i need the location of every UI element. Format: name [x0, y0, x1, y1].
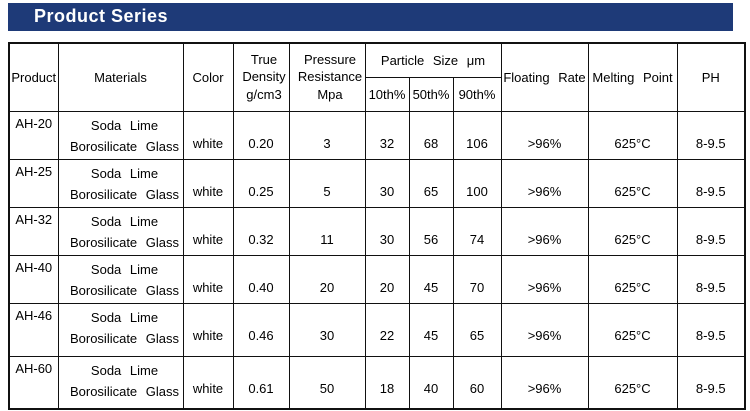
cell-floating-rate: >96%	[500, 206, 589, 256]
cell-color: white	[182, 206, 234, 256]
header-floating-rate: Floating Rate	[500, 42, 589, 112]
cell-particle-10th: 18	[364, 355, 410, 410]
header-row-sub: 10th% 50th% 90th%	[9, 76, 745, 112]
cell-ph: 8-9.5	[676, 206, 746, 256]
cell-pressure-resistance: 20	[288, 254, 366, 304]
cell-particle-10th: 30	[364, 158, 410, 208]
cell-true-density: 0.32	[232, 206, 290, 256]
cell-materials: Soda Lime Borosilicate Glass	[57, 254, 184, 304]
cell-pressure-resistance: 5	[288, 158, 366, 208]
cell-true-density: 0.40	[232, 254, 290, 304]
section-banner: Product Series	[8, 3, 733, 31]
header-row-top: Product Materials Color True Density g/c…	[8, 42, 746, 112]
cell-ph: 8-9.5	[676, 302, 746, 357]
cell-melting-point: 625°C	[587, 110, 678, 160]
table-row: AH-46 Soda Lime Borosilicate Glass white…	[8, 302, 746, 357]
cell-pressure-resistance: 50	[288, 355, 366, 410]
cell-true-density: 0.46	[232, 302, 290, 357]
cell-product: AH-32	[8, 206, 59, 256]
cell-floating-rate: >96%	[500, 302, 589, 357]
cell-particle-10th: 30	[364, 206, 410, 256]
cell-melting-point: 625°C	[587, 355, 678, 410]
cell-materials: Soda Lime Borosilicate Glass	[57, 110, 184, 160]
header-pressure-resistance: Pressure Resistance Mpa	[288, 42, 366, 112]
cell-pressure-resistance: 30	[288, 302, 366, 357]
table-row: AH-40 Soda Lime Borosilicate Glass white…	[8, 254, 746, 304]
cell-materials: Soda Lime Borosilicate Glass	[57, 158, 184, 208]
cell-floating-rate: >96%	[500, 355, 589, 410]
header-particle-90th: 90th%	[452, 76, 502, 112]
cell-ph: 8-9.5	[676, 355, 746, 410]
header-materials: Materials	[57, 42, 184, 112]
cell-true-density: 0.25	[232, 158, 290, 208]
product-series-table: Product Materials Color True Density g/c…	[8, 42, 746, 410]
cell-ph: 8-9.5	[676, 110, 746, 160]
cell-pressure-resistance: 3	[288, 110, 366, 160]
cell-true-density: 0.61	[232, 355, 290, 410]
cell-materials: Soda Lime Borosilicate Glass	[57, 206, 184, 256]
cell-floating-rate: >96%	[500, 158, 589, 208]
cell-particle-90th: 106	[452, 110, 502, 160]
cell-pressure-resistance: 11	[288, 206, 366, 256]
cell-color: white	[182, 302, 234, 357]
cell-melting-point: 625°C	[587, 206, 678, 256]
header-particle-size: Particle Size μm	[364, 42, 502, 78]
header-color: Color	[182, 42, 234, 112]
cell-particle-50th: 65	[408, 158, 454, 208]
cell-floating-rate: >96%	[500, 110, 589, 160]
cell-color: white	[182, 110, 234, 160]
header-ph: PH	[676, 42, 746, 112]
table-row: AH-20 Soda Lime Borosilicate Glass white…	[8, 110, 746, 160]
cell-true-density: 0.20	[232, 110, 290, 160]
cell-particle-10th: 20	[364, 254, 410, 304]
cell-particle-90th: 74	[452, 206, 502, 256]
header-particle-50th: 50th%	[408, 76, 454, 112]
cell-color: white	[182, 355, 234, 410]
cell-ph: 8-9.5	[676, 158, 746, 208]
cell-melting-point: 625°C	[587, 254, 678, 304]
cell-product: AH-40	[8, 254, 59, 304]
cell-melting-point: 625°C	[587, 302, 678, 357]
cell-particle-90th: 100	[452, 158, 502, 208]
page-title: Product Series	[34, 6, 169, 26]
cell-product: AH-46	[8, 302, 59, 357]
cell-materials: Soda Lime Borosilicate Glass	[57, 302, 184, 357]
table-row: AH-25 Soda Lime Borosilicate Glass white…	[8, 158, 746, 208]
header-melting-point: Melting Point	[587, 42, 678, 112]
cell-materials: Soda Lime Borosilicate Glass	[57, 355, 184, 410]
table-row: AH-60 Soda Lime Borosilicate Glass white…	[8, 355, 746, 410]
cell-particle-50th: 68	[408, 110, 454, 160]
cell-floating-rate: >96%	[500, 254, 589, 304]
cell-particle-50th: 56	[408, 206, 454, 256]
header-product: Product	[8, 42, 59, 112]
cell-product: AH-20	[8, 110, 59, 160]
cell-particle-50th: 45	[408, 254, 454, 304]
cell-particle-90th: 65	[452, 302, 502, 357]
cell-particle-10th: 22	[364, 302, 410, 357]
cell-color: white	[182, 158, 234, 208]
cell-particle-50th: 45	[408, 302, 454, 357]
header-true-density: True Density g/cm3	[232, 42, 290, 112]
cell-particle-50th: 40	[408, 355, 454, 410]
cell-product: AH-60	[8, 355, 59, 410]
cell-product: AH-25	[8, 158, 59, 208]
cell-color: white	[182, 254, 234, 304]
table-row: AH-32 Soda Lime Borosilicate Glass white…	[8, 206, 746, 256]
cell-melting-point: 625°C	[587, 158, 678, 208]
cell-ph: 8-9.5	[676, 254, 746, 304]
cell-particle-10th: 32	[364, 110, 410, 160]
cell-particle-90th: 70	[452, 254, 502, 304]
header-particle-10th: 10th%	[364, 76, 410, 112]
cell-particle-90th: 60	[452, 355, 502, 410]
